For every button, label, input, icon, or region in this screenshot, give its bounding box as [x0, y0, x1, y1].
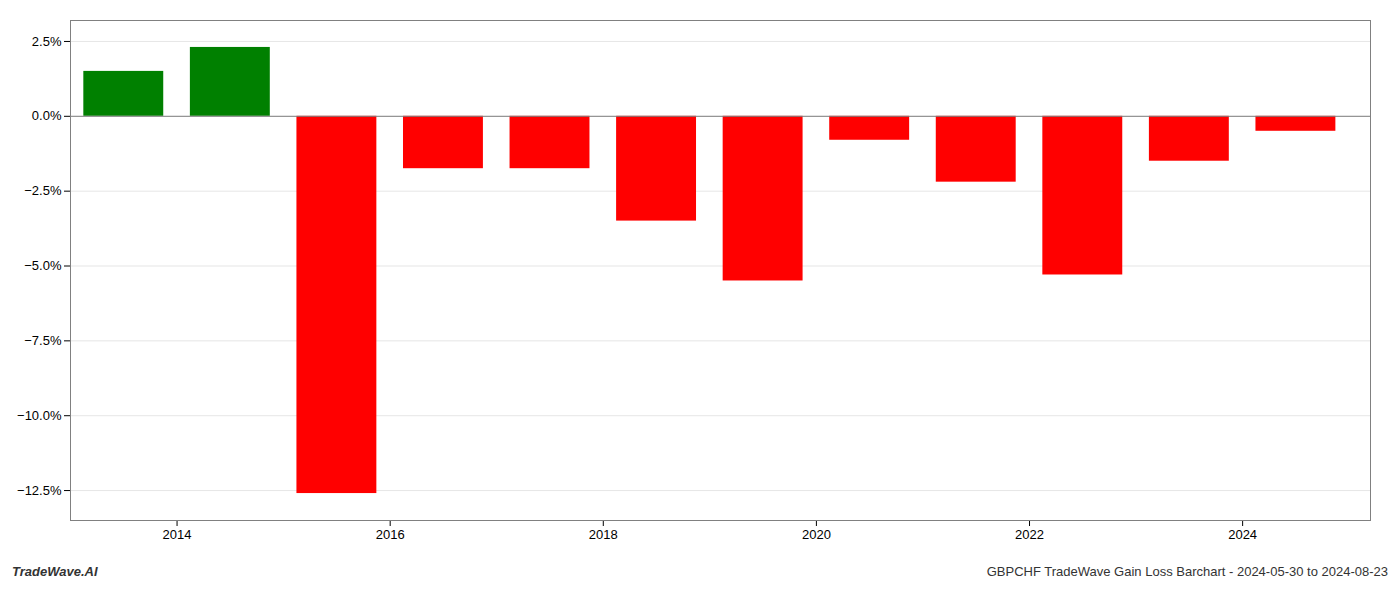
svg-text:−2.5%: −2.5%: [24, 183, 62, 198]
svg-text:−5.0%: −5.0%: [24, 258, 62, 273]
html-text:TradeWave.AI: TradeWave.AI: [12, 564, 98, 579]
svg-text:2020: 2020: [802, 527, 831, 542]
svg-text:−10.0%: −10.0%: [17, 408, 62, 423]
svg-text:2016: 2016: [376, 527, 405, 542]
svg-text:2.5%: 2.5%: [32, 34, 62, 49]
svg-text:0.0%: 0.0%: [32, 108, 62, 123]
svg-text:−7.5%: −7.5%: [24, 333, 62, 348]
svg-text:2024: 2024: [1228, 527, 1257, 542]
html-text:GBPCHF TradeWave Gain Loss Bar: GBPCHF TradeWave Gain Loss Barchart - 20…: [986, 564, 1388, 579]
svg-text:−12.5%: −12.5%: [17, 483, 62, 498]
svg-text:2022: 2022: [1015, 527, 1044, 542]
svg-text:2014: 2014: [163, 527, 192, 542]
svg-text:2018: 2018: [589, 527, 618, 542]
